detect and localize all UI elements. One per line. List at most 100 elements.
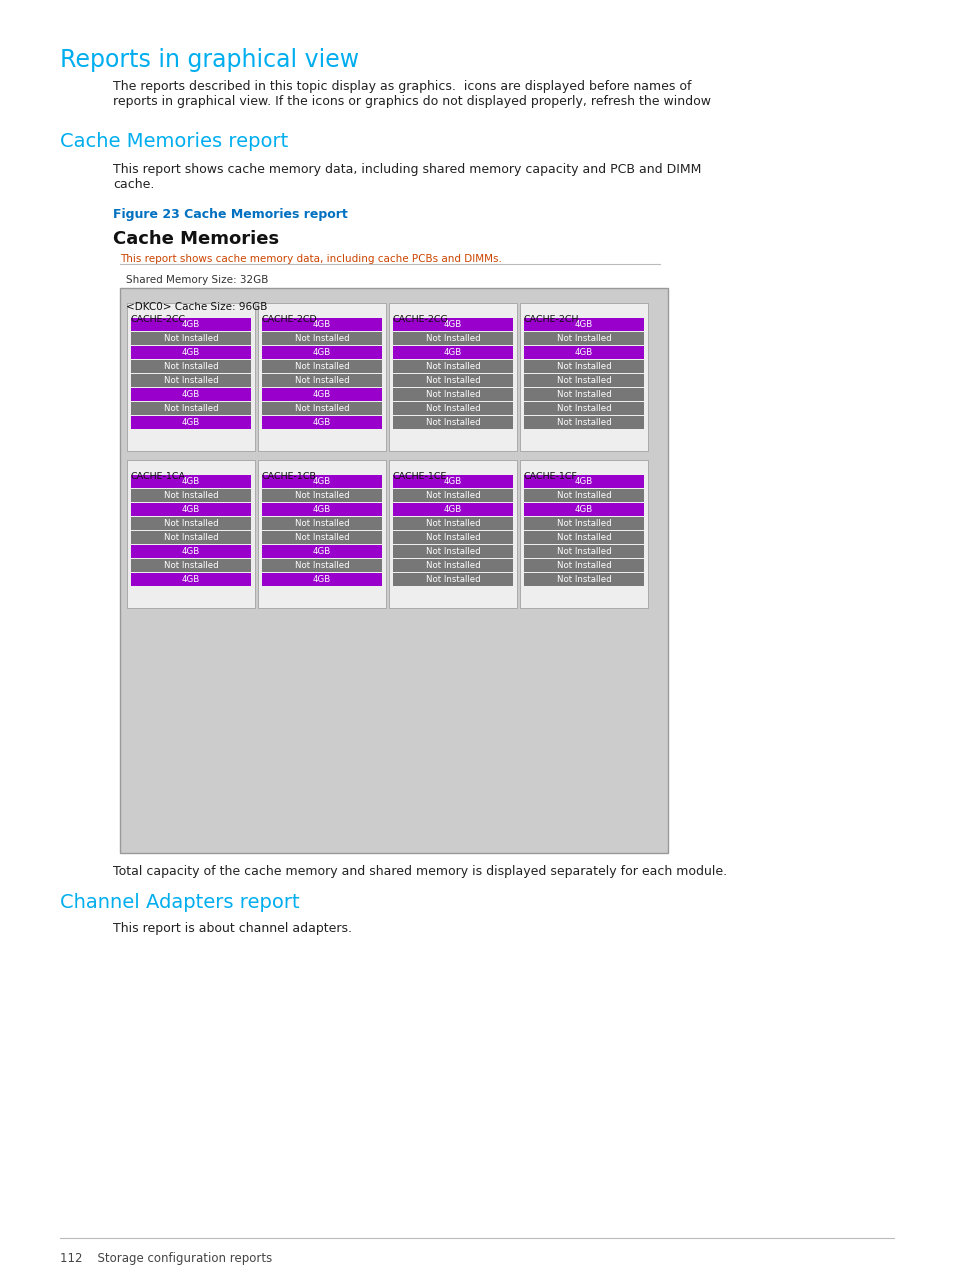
Text: 4GB: 4GB [313,390,331,399]
Bar [131,503,251,516]
Bar [262,346,381,358]
Bar [523,489,643,502]
Bar [262,360,381,372]
Bar [131,360,251,372]
Bar [262,475,381,488]
Bar [393,545,513,558]
Text: Not Installed: Not Installed [425,404,479,413]
Bar [523,416,643,430]
Text: 112    Storage configuration reports: 112 Storage configuration reports [60,1252,272,1265]
Bar [389,460,517,608]
Bar [262,559,381,572]
Bar [523,346,643,358]
Bar [131,346,251,358]
Text: Not Installed: Not Installed [164,334,218,343]
Bar [393,531,513,544]
Text: 4GB: 4GB [182,505,200,513]
Text: CACHE-2CH: CACHE-2CH [523,315,578,324]
Text: Not Installed: Not Installed [294,491,349,500]
Bar [120,289,667,853]
Bar [393,489,513,502]
Text: Not Installed: Not Installed [294,404,349,413]
Text: 4GB: 4GB [182,320,200,329]
Bar [393,416,513,430]
Bar [257,460,386,608]
Bar [262,388,381,400]
Bar [262,531,381,544]
Text: Not Installed: Not Installed [557,547,611,555]
Text: 4GB: 4GB [313,477,331,486]
Text: Not Installed: Not Installed [164,533,218,541]
Bar [523,388,643,400]
Bar [523,332,643,344]
Bar [393,517,513,530]
Text: This report shows cache memory data, including shared memory capacity and PCB an: This report shows cache memory data, inc… [112,163,700,191]
Text: CACHE-1CB: CACHE-1CB [262,472,316,480]
Bar [131,374,251,386]
Text: 4GB: 4GB [182,390,200,399]
Text: CACHE-1CE: CACHE-1CE [393,472,447,480]
Text: 4GB: 4GB [313,547,331,555]
Bar [262,402,381,416]
Text: 4GB: 4GB [182,574,200,583]
Bar [131,545,251,558]
Bar [519,460,647,608]
Bar [131,489,251,502]
Text: 4GB: 4GB [313,320,331,329]
Text: 4GB: 4GB [443,505,461,513]
Text: 4GB: 4GB [313,418,331,427]
Text: 4GB: 4GB [575,320,593,329]
Text: Figure 23 Cache Memories report: Figure 23 Cache Memories report [112,208,348,221]
Text: Not Installed: Not Installed [425,418,479,427]
Text: Not Installed: Not Installed [557,533,611,541]
Text: 4GB: 4GB [182,348,200,357]
Bar [523,517,643,530]
Text: CACHE-2CD: CACHE-2CD [262,315,317,324]
Bar [393,475,513,488]
Bar [393,402,513,416]
Bar [262,318,381,330]
Text: Not Installed: Not Installed [557,561,611,569]
Text: Not Installed: Not Installed [557,491,611,500]
Text: Shared Memory Size: 32GB: Shared Memory Size: 32GB [126,275,268,285]
Text: Not Installed: Not Installed [557,418,611,427]
Text: CACHE-1CF: CACHE-1CF [523,472,578,480]
Text: Total capacity of the cache memory and shared memory is displayed separately for: Total capacity of the cache memory and s… [112,866,726,878]
Bar [131,559,251,572]
Text: 4GB: 4GB [443,477,461,486]
Text: 4GB: 4GB [443,320,461,329]
Text: <DKC0> Cache Size: 96GB: <DKC0> Cache Size: 96GB [126,302,267,311]
Text: 4GB: 4GB [313,348,331,357]
Text: This report shows cache memory data, including cache PCBs and DIMMs.: This report shows cache memory data, inc… [120,254,501,264]
Bar [262,489,381,502]
Bar [262,332,381,344]
Text: Not Installed: Not Installed [164,491,218,500]
Text: Not Installed: Not Installed [164,376,218,385]
Bar [519,302,647,451]
Bar [127,460,254,608]
Text: The reports described in this topic display as graphics.  icons are displayed be: The reports described in this topic disp… [112,80,710,108]
Bar [262,374,381,386]
Text: Not Installed: Not Installed [557,362,611,371]
Text: Not Installed: Not Installed [294,362,349,371]
Bar [389,302,517,451]
Text: Not Installed: Not Installed [557,574,611,583]
Text: 4GB: 4GB [575,477,593,486]
Bar [131,388,251,400]
Text: Not Installed: Not Installed [294,519,349,527]
Bar [257,302,386,451]
Text: Not Installed: Not Installed [425,390,479,399]
Text: Not Installed: Not Installed [294,334,349,343]
Text: Not Installed: Not Installed [294,376,349,385]
Text: Not Installed: Not Installed [425,362,479,371]
Bar [523,559,643,572]
Bar [393,346,513,358]
Text: Not Installed: Not Installed [557,404,611,413]
Bar [131,475,251,488]
Text: 4GB: 4GB [182,547,200,555]
Text: 4GB: 4GB [182,418,200,427]
Bar [262,517,381,530]
Text: Not Installed: Not Installed [425,519,479,527]
Bar [131,517,251,530]
Text: Cache Memories: Cache Memories [112,230,279,248]
